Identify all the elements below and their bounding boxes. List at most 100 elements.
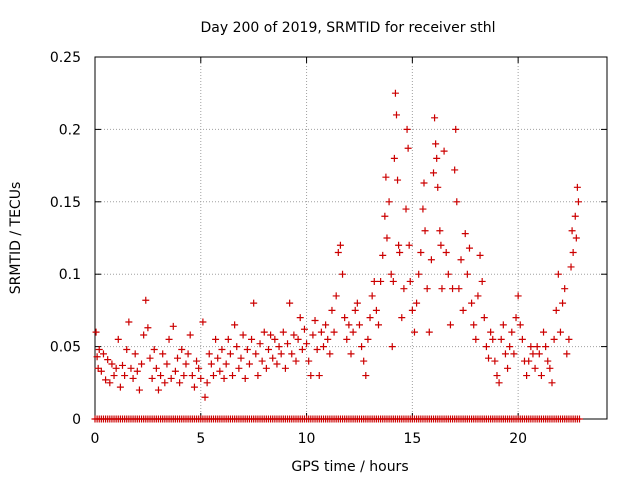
data-point bbox=[404, 144, 412, 152]
data-point bbox=[250, 299, 258, 307]
data-point bbox=[116, 383, 124, 391]
data-point bbox=[165, 335, 173, 343]
data-point bbox=[195, 364, 203, 372]
data-point bbox=[436, 227, 444, 235]
y-tick-label: 0 bbox=[72, 412, 81, 428]
data-point bbox=[176, 379, 184, 387]
data-point bbox=[501, 350, 509, 358]
data-point bbox=[389, 277, 397, 285]
data-point bbox=[258, 357, 266, 365]
data-point bbox=[203, 379, 211, 387]
data-point bbox=[303, 340, 311, 348]
data-point bbox=[368, 292, 376, 300]
data-point bbox=[561, 285, 569, 293]
data-point bbox=[364, 335, 372, 343]
data-point bbox=[461, 230, 469, 238]
data-point bbox=[241, 374, 249, 382]
data-point bbox=[108, 360, 116, 368]
data-point bbox=[313, 345, 321, 353]
data-point bbox=[237, 354, 245, 362]
x-tick-label: 0 bbox=[91, 431, 100, 447]
data-point bbox=[516, 321, 524, 329]
data-point bbox=[463, 270, 471, 278]
data-point bbox=[159, 350, 167, 358]
data-point bbox=[419, 205, 427, 213]
data-point bbox=[554, 270, 562, 278]
data-point bbox=[231, 321, 239, 329]
y-tick-label: 0.05 bbox=[50, 340, 81, 356]
data-point bbox=[343, 335, 351, 343]
data-point bbox=[400, 285, 408, 293]
data-point bbox=[537, 372, 545, 380]
data-point bbox=[410, 328, 418, 336]
data-point bbox=[455, 285, 463, 293]
data-point bbox=[476, 251, 484, 259]
data-point bbox=[523, 372, 531, 380]
data-point bbox=[508, 328, 516, 336]
data-point bbox=[332, 292, 340, 300]
data-point bbox=[396, 248, 404, 256]
data-point bbox=[427, 256, 435, 264]
data-point bbox=[535, 350, 543, 358]
data-point bbox=[527, 343, 535, 351]
data-point bbox=[239, 331, 247, 339]
data-point bbox=[559, 299, 567, 307]
data-point bbox=[355, 321, 363, 329]
data-point bbox=[452, 125, 460, 133]
data-point bbox=[480, 314, 488, 322]
data-point bbox=[180, 372, 188, 380]
data-point bbox=[254, 372, 262, 380]
data-point bbox=[135, 386, 143, 394]
data-point bbox=[311, 317, 319, 325]
data-point bbox=[271, 335, 279, 343]
data-point bbox=[474, 292, 482, 300]
data-point bbox=[309, 331, 317, 339]
data-point bbox=[351, 306, 359, 314]
data-point bbox=[451, 166, 459, 174]
data-point bbox=[341, 314, 349, 322]
data-point bbox=[184, 350, 192, 358]
data-point bbox=[438, 285, 446, 293]
data-point bbox=[171, 367, 179, 375]
data-point bbox=[97, 367, 105, 375]
data-point bbox=[495, 379, 503, 387]
data-point bbox=[552, 306, 560, 314]
data-point bbox=[152, 364, 160, 372]
data-point bbox=[298, 345, 306, 353]
data-point bbox=[169, 322, 177, 330]
data-point bbox=[540, 328, 548, 336]
data-point bbox=[366, 314, 374, 322]
data-point bbox=[190, 383, 198, 391]
data-point bbox=[506, 343, 514, 351]
data-point bbox=[487, 328, 495, 336]
data-point bbox=[485, 354, 493, 362]
data-point bbox=[388, 343, 396, 351]
data-point bbox=[529, 350, 537, 358]
y-axis-label: SRMTID / TECUs bbox=[8, 182, 24, 295]
data-point bbox=[453, 198, 461, 206]
data-point bbox=[405, 241, 413, 249]
data-point bbox=[92, 328, 100, 336]
data-point bbox=[574, 198, 582, 206]
data-point bbox=[133, 367, 141, 375]
data-point bbox=[392, 111, 400, 119]
data-point bbox=[273, 360, 281, 368]
plot-frame bbox=[94, 56, 608, 420]
data-point bbox=[201, 393, 209, 401]
data-points bbox=[91, 89, 583, 423]
data-point bbox=[567, 263, 575, 271]
data-point bbox=[457, 256, 465, 264]
data-point bbox=[575, 415, 583, 423]
data-point bbox=[106, 379, 114, 387]
data-point bbox=[119, 361, 127, 369]
data-point bbox=[193, 357, 201, 365]
chart-title: Day 200 of 2019, SRMTID for receiver sth… bbox=[201, 20, 496, 36]
data-point bbox=[563, 350, 571, 358]
data-point bbox=[362, 372, 370, 380]
data-point bbox=[491, 357, 499, 365]
data-point bbox=[93, 353, 101, 361]
data-point bbox=[199, 318, 207, 326]
data-point bbox=[292, 357, 300, 365]
